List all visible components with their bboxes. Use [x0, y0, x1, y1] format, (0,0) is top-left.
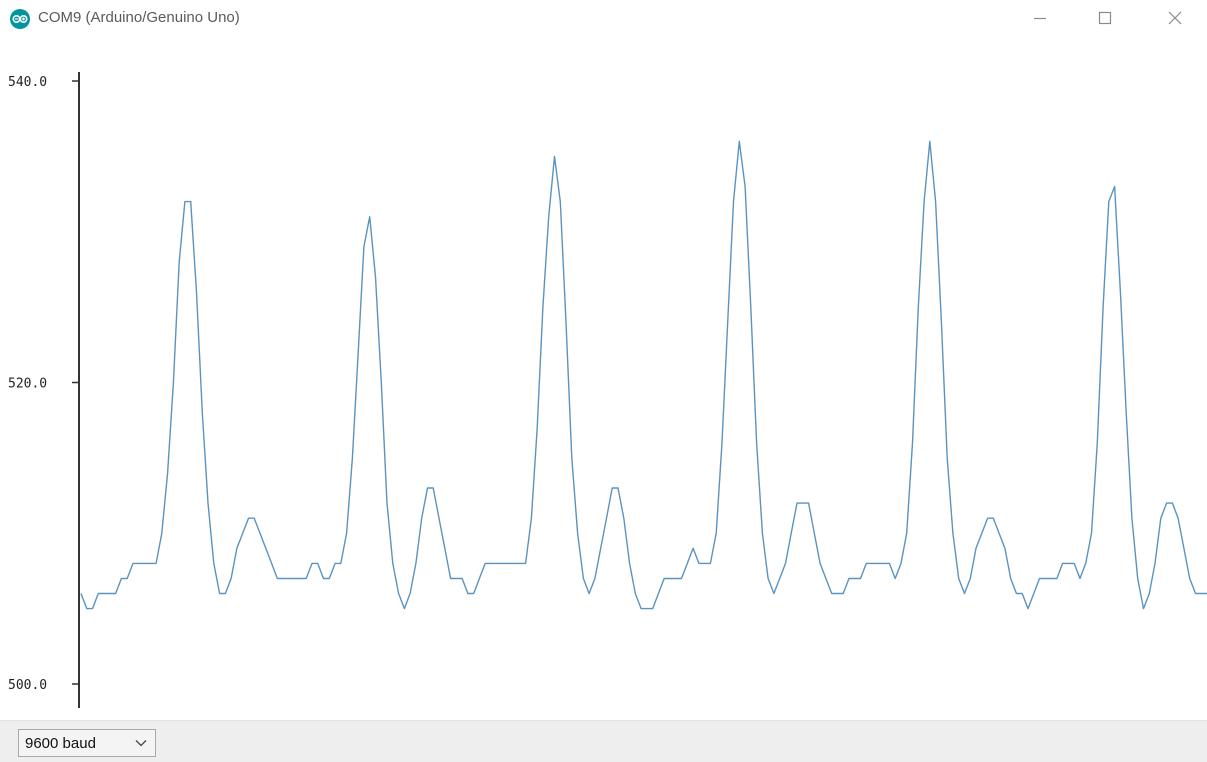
chevron-down-icon: [135, 740, 147, 747]
y-tick-label: 500.0: [8, 678, 47, 693]
close-icon: [1168, 11, 1182, 25]
minimize-button[interactable]: [1010, 0, 1070, 36]
minimize-icon: [1034, 17, 1046, 20]
bottom-bar: 9600 baud: [0, 720, 1207, 762]
y-ticks: 500.0 520.0 540.0: [8, 75, 80, 693]
arduino-logo-icon: [10, 9, 30, 29]
window-title: COM9 (Arduino/Genuino Uno): [38, 9, 240, 26]
maximize-button[interactable]: [1075, 0, 1135, 36]
serial-plotter-area: 500.0 520.0 540.0: [0, 38, 1207, 720]
plot-chart: 500.0 520.0 540.0: [8, 72, 1207, 708]
y-tick-label: 540.0: [8, 75, 47, 90]
title-bar: COM9 (Arduino/Genuino Uno): [0, 0, 1207, 38]
maximize-icon: [1098, 11, 1112, 25]
baud-rate-value: 9600 baud: [25, 734, 96, 752]
y-tick-label: 520.0: [8, 377, 47, 392]
close-button[interactable]: [1145, 0, 1205, 36]
baud-rate-select[interactable]: 9600 baud: [18, 729, 156, 757]
series-line-1: [80, 140, 1207, 610]
